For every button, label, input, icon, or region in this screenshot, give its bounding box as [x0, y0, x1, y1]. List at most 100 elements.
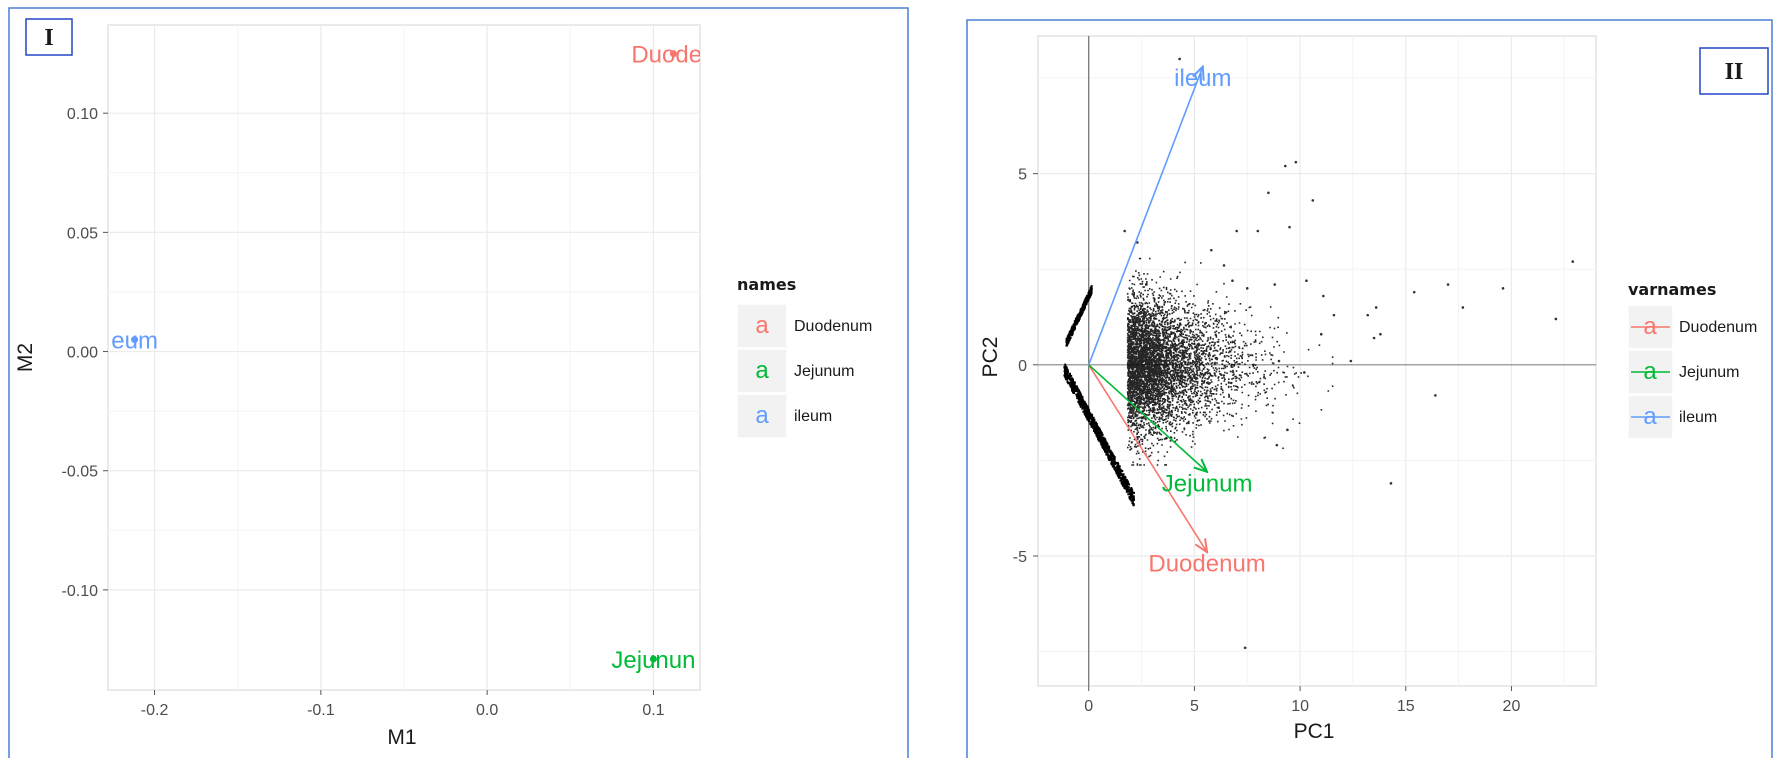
x-tick-label: 15: [1397, 698, 1415, 715]
point-jejunum: [649, 655, 657, 663]
scatter-cloud-band: [1063, 285, 1135, 507]
outlier-point: [1222, 264, 1226, 267]
outlier-point: [1332, 313, 1336, 317]
legend-label: Jejunum: [794, 363, 854, 380]
y-tick-label: 0.05: [67, 225, 98, 242]
y-tick-label: 0.00: [67, 345, 98, 362]
x-tick-label: 5: [1190, 698, 1199, 715]
outlier-point: [1571, 260, 1575, 263]
outlier-point: [1235, 229, 1238, 233]
y-axis-title: PC2: [979, 337, 1002, 378]
outlier-point: [1554, 317, 1558, 321]
y-tick-label: -0.05: [62, 464, 99, 481]
outlier-point: [1123, 229, 1126, 233]
loading-vectors: Duodenum Jejunum ileum: [1087, 65, 1266, 578]
outlier-point: [1372, 336, 1376, 340]
x-axis-title: PC1: [1294, 720, 1335, 743]
outlier-point: [1379, 332, 1382, 336]
x-tick-label: 0: [1084, 698, 1093, 715]
outlier-point: [1349, 359, 1353, 363]
vector-label-ileum: ileum: [1174, 65, 1231, 92]
outlier-point: [1294, 160, 1298, 164]
outlier-point: [1277, 359, 1281, 363]
outlier-point: [1288, 225, 1291, 229]
legend-key-glyph: a: [1643, 313, 1657, 340]
x-tick-label: 20: [1503, 698, 1521, 715]
scatter-cloud-points: [1126, 257, 1334, 466]
x-tick-label: -0.2: [141, 702, 169, 719]
vector-duodenum: [1088, 364, 1207, 552]
y-tick-label: -0.10: [62, 583, 99, 600]
outlier-point: [1245, 287, 1249, 290]
legend-key-glyph: a: [1643, 403, 1657, 430]
outlier-point: [1303, 371, 1306, 374]
outlier-point: [1286, 428, 1289, 432]
plot-area-right: [1037, 35, 1597, 687]
outlier-point: [1178, 57, 1181, 61]
legend-key-glyph: a: [1643, 358, 1657, 385]
panel-label-right: II: [1725, 59, 1744, 85]
outlier-point: [1267, 191, 1270, 195]
x-tick-label: 0.1: [642, 702, 664, 719]
panel-badge-left: I: [25, 18, 73, 56]
point-label-jejunum: Jejunun: [611, 647, 695, 674]
y-tick-label: 5: [1018, 167, 1027, 184]
panel-badge-right-box: [1699, 47, 1769, 95]
outlier-point: [1319, 332, 1323, 336]
legend-right: varnames a Duodenum a Jejunum a ileum: [1627, 280, 1757, 440]
point-label-ileum: eum: [111, 328, 158, 355]
panel-frame-left: [8, 7, 909, 758]
chart-left: -0.2 -0.1 0.0 0.1 0.10 0.05 0.00 -0.05 -0.10 M1 M2…: [14, 24, 715, 749]
panel-label-left: I: [44, 25, 53, 51]
outlier-point: [1446, 283, 1450, 286]
legend-key-glyph: a: [755, 357, 769, 384]
outlier-point: [1256, 229, 1260, 233]
outlier-point: [1273, 283, 1277, 286]
scatter-cloud: [1063, 57, 1575, 650]
points-left: Duoden Jejunun eum: [111, 42, 715, 674]
vector-ileum: [1087, 67, 1203, 366]
y-axis-title: M2: [14, 343, 37, 372]
legend-label: Duodenum: [1679, 319, 1757, 336]
outlier-point: [1136, 241, 1139, 244]
legend-key: [736, 348, 788, 394]
outlier-point: [1322, 294, 1325, 298]
legend-key-glyph: a: [755, 312, 769, 339]
legend-label: Duodenum: [794, 318, 872, 335]
legend-title: names: [737, 275, 796, 294]
outlier-point: [1275, 443, 1279, 447]
vector-jejunum: [1088, 364, 1207, 472]
x-tick-label: 10: [1291, 698, 1309, 715]
x-tick-label: -0.1: [307, 702, 335, 719]
x-tick-label: 0.0: [476, 702, 498, 719]
outlier-point: [1283, 164, 1287, 168]
y-tick-label: 0: [1018, 358, 1027, 375]
legend-title: varnames: [1628, 280, 1716, 299]
outlier-point: [1231, 279, 1234, 283]
outlier-point: [1412, 290, 1416, 294]
chart-right: 0 5 10 15 20 5 0 -5 PC1 PC2 Duodenum Jejunum ileum: [979, 35, 1597, 743]
y-tick-label: 0.10: [67, 106, 98, 123]
point-label-duodenum: Duoden: [631, 42, 715, 69]
vector-label-jejunum: Jejunum: [1162, 470, 1253, 497]
outlier-point: [1461, 306, 1465, 309]
outlier-point: [1366, 313, 1370, 317]
legend-key-glyph: a: [755, 402, 769, 429]
legend-label: ileum: [794, 408, 832, 425]
y-tick-label: -5: [1013, 549, 1027, 566]
outlier-point: [1434, 394, 1437, 397]
legend-label: ileum: [1679, 409, 1717, 426]
panel-frame-right: [966, 19, 1773, 758]
legend-left: names a Duodenum a Jejunum a ileum: [736, 275, 872, 439]
panel-badge-left-box: [25, 18, 73, 56]
outlier-point: [1374, 306, 1378, 309]
x-axis-title: M1: [387, 726, 416, 749]
legend-key: [736, 393, 788, 439]
legend-key: [736, 303, 788, 349]
point-duodenum: [669, 50, 677, 58]
outlier-point: [1243, 646, 1247, 650]
outlier-point: [1311, 199, 1315, 202]
point-ileum: [131, 336, 139, 344]
legend-label: Jejunum: [1679, 364, 1739, 381]
